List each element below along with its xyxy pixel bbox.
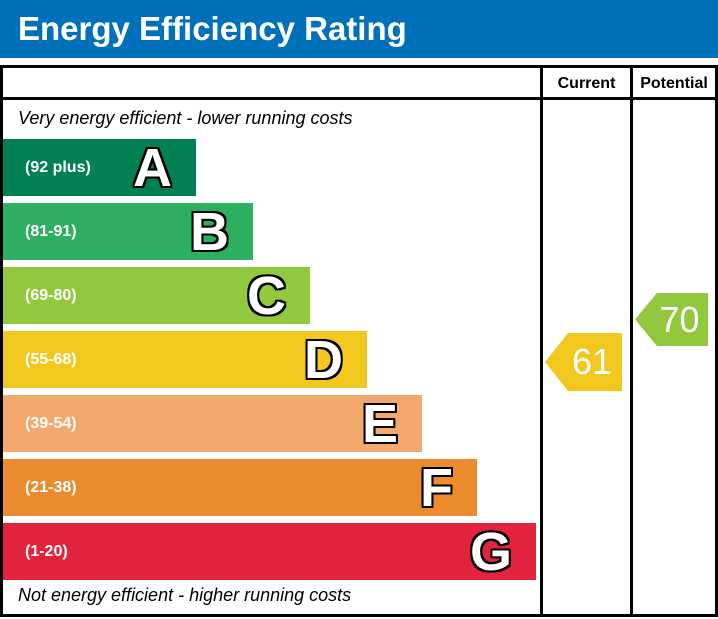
band-range-label: (81-91) — [25, 222, 77, 240]
band-letter: E — [361, 393, 398, 454]
current-rating-value: 61 — [571, 341, 612, 382]
band-letter: G — [469, 521, 512, 582]
band-letter: B — [190, 201, 229, 262]
band-range-label: (21-38) — [25, 478, 77, 496]
page-title: Energy Efficiency Rating — [18, 10, 407, 47]
title-bar: Energy Efficiency Rating — [0, 0, 718, 58]
band-letter: D — [304, 329, 343, 390]
rating-band: (92 plus) A — [3, 139, 196, 196]
rating-table: Current Potential Very energy efficient … — [0, 65, 718, 617]
rating-band: (1-20) G — [3, 523, 536, 580]
rating-band: (21-38) F — [3, 459, 477, 516]
current-rating-marker: 61 — [545, 333, 622, 391]
rating-band: (69-80) C — [3, 267, 310, 324]
table-header-row — [3, 68, 715, 100]
potential-rating-marker: 70 — [635, 293, 708, 346]
rating-band: (55-68) D — [3, 331, 367, 388]
band-letter: A — [133, 137, 172, 198]
current-column-header: Current — [557, 75, 616, 92]
potential-column-header: Potential — [640, 75, 708, 92]
band-letter: F — [420, 457, 453, 518]
band-range-label: (1-20) — [25, 542, 68, 560]
band-range-label: (69-80) — [25, 286, 77, 304]
potential-column-divider — [630, 68, 633, 614]
band-letter: C — [247, 265, 286, 326]
band-range-label: (92 plus) — [25, 158, 91, 176]
potential-rating-value: 70 — [659, 298, 700, 340]
rating-band: (81-91) B — [3, 203, 253, 260]
band-range-label: (55-68) — [25, 350, 77, 368]
band-range-label: (39-54) — [25, 414, 77, 432]
current-column-divider — [540, 68, 543, 614]
bottom-note: Not energy efficient - higher running co… — [18, 585, 352, 605]
top-note: Very energy efficient - lower running co… — [18, 108, 353, 128]
rating-band: (39-54) E — [3, 395, 422, 452]
